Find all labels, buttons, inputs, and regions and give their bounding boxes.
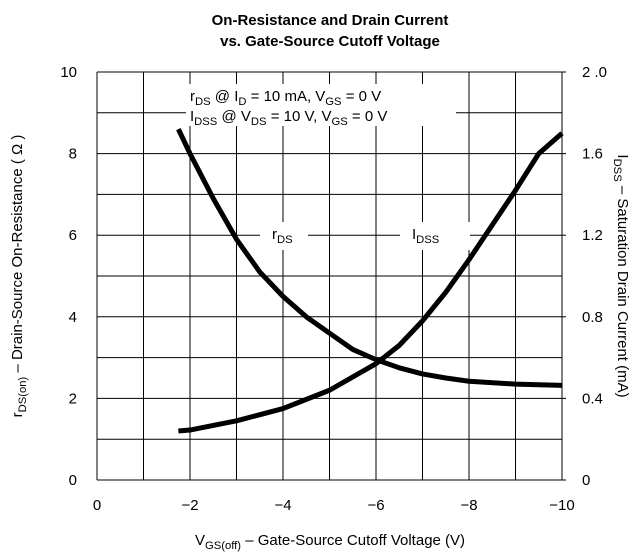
y2-tick-label: 1.2 — [582, 227, 603, 244]
x-tick-label: 0 — [93, 497, 101, 514]
series-label-box — [260, 222, 308, 250]
y2-axis-label-part: – Saturation Drain Current (mA) — [614, 182, 631, 398]
x-tick-label: −2 — [181, 497, 198, 514]
annotation: IDSS @ VDS = 10 V, VGS = 0 V — [190, 108, 387, 128]
x-axis-label-part: – Gate-Source Cutoff Voltage (V) — [241, 532, 465, 549]
y2-tick-label: 0.4 — [582, 390, 603, 407]
annotation-part: D — [238, 96, 246, 108]
y-tick-label: 8 — [69, 146, 77, 163]
y2-axis-label-part: DSS — [611, 159, 623, 182]
x-tick-label: −4 — [274, 497, 291, 514]
y-tick-label: 4 — [69, 309, 77, 326]
y-axis-label: rDS(on) – Drain-Source On-Resistance ( Ω… — [9, 135, 29, 418]
y-tick-label: 10 — [60, 64, 77, 81]
y-axis-label-part: r — [9, 412, 26, 417]
annotation-part: r — [190, 88, 195, 105]
annotation: rDS @ ID = 10 mA, VGS = 0 V — [190, 88, 381, 108]
y-tick-label: 2 — [69, 390, 77, 407]
annotation-part: DSS — [194, 116, 217, 128]
series-label: rDS — [272, 226, 293, 246]
y2-tick-label: 1.6 — [582, 146, 603, 163]
y2-axis-label: IDSS – Saturation Drain Current (mA) — [611, 154, 631, 397]
y2-tick-label: 0 — [582, 472, 590, 489]
annotation-part: DS — [195, 96, 211, 108]
chart-title: vs. Gate-Source Cutoff Voltage — [220, 33, 440, 50]
series-label-part: r — [272, 226, 277, 243]
x-axis-label: VGS(off) – Gate-Source Cutoff Voltage (V… — [195, 532, 465, 552]
annotation-part: = 10 mA, V — [247, 88, 326, 105]
y-axis-label-part: DS(on) — [17, 376, 29, 412]
series-label-part: DSS — [416, 234, 439, 246]
chart-title: On-Resistance and Drain Current — [212, 12, 449, 29]
y2-tick-label: 0.8 — [582, 309, 603, 326]
annotation-part: = 0 V — [342, 88, 382, 105]
x-tick-label: −6 — [367, 497, 384, 514]
y2-tick-label: 2 .0 — [582, 64, 607, 81]
annotation-part: GS — [325, 96, 341, 108]
annotation-part: = 0 V — [348, 108, 388, 125]
series-label-box — [400, 222, 470, 250]
x-tick-label: −8 — [460, 497, 477, 514]
y2-axis-label-part: I — [614, 154, 631, 158]
y-tick-label: 0 — [69, 472, 77, 489]
data-line — [176, 128, 563, 388]
series-label: IDSS — [412, 226, 439, 246]
x-axis-label-part: GS(off) — [205, 540, 241, 552]
x-tick-label: −10 — [549, 497, 574, 514]
y-tick-label: 6 — [69, 227, 77, 244]
annotation-part: = 10 V, V — [267, 108, 332, 125]
data-line — [178, 131, 564, 434]
annotation-part: @ I — [211, 88, 239, 105]
y-axis-label-part: – Drain-Source On-Resistance ( Ω ) — [9, 135, 26, 377]
series-label-part: DS — [277, 234, 293, 246]
annotation-part: @ V — [217, 108, 251, 125]
annotation-part: DS — [251, 116, 267, 128]
annotation-part: I — [190, 108, 194, 125]
annotation-box — [186, 84, 456, 126]
x-axis-label-part: V — [195, 532, 205, 549]
series-label-part: I — [412, 226, 416, 243]
annotation-part: GS — [331, 116, 347, 128]
